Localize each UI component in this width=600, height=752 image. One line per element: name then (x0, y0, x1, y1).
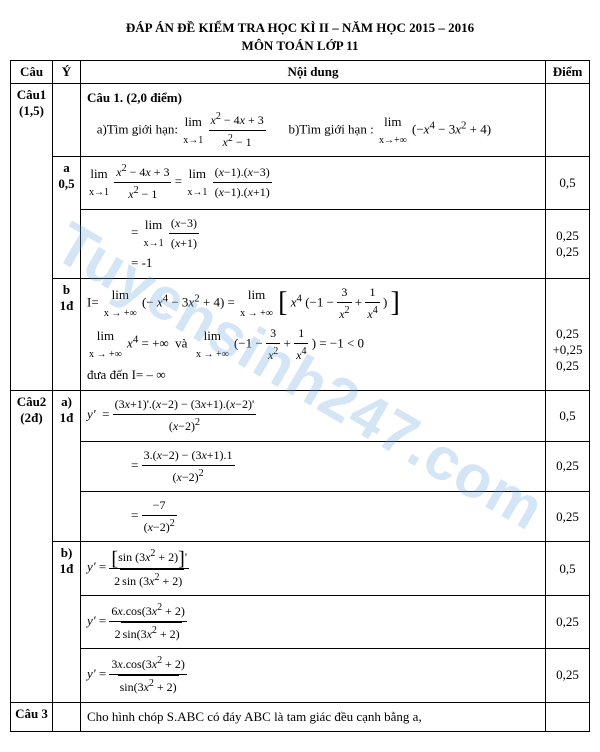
cau2-b-score2: 0,25 (546, 595, 590, 648)
cau1-a-label: a (63, 160, 70, 175)
cau2-a-label-cell: a) 1đ (53, 391, 81, 542)
cau2-a-score2: 0,25 (546, 441, 590, 491)
cau1-a-row2: = limx→1 (x−3)(x+1) = -1 0,25 0,25 (11, 209, 590, 278)
cau2-b-step3: y' = 3x.cos(3x2 + 2) sin(3x2 + 2) (81, 649, 546, 702)
cau1-heading: Câu 1. (2,0 điểm) (87, 90, 182, 105)
cau2-b-step2: y' = 6x.cos(3x2 + 2) 2sin(3x2 + 2) (81, 595, 546, 648)
cau1-a-label-cell: a 0,5 (53, 157, 81, 279)
cau2-a-score3: 0,25 (546, 492, 590, 542)
cau2-b-pts: 1đ (60, 561, 74, 576)
cau1-y-empty (53, 84, 81, 157)
cau1-label: Câu1 (17, 87, 47, 102)
cau1-a-score2: 0,25 0,25 (546, 209, 590, 278)
col-y: Ý (53, 61, 81, 84)
cau1-b-label-cell: b 1đ (53, 278, 81, 391)
cau1-parta: a)Tìm giới hạn: (97, 121, 178, 136)
cau2-b-row2: y' = 6x.cos(3x2 + 2) 2sin(3x2 + 2) 0,25 (11, 595, 590, 648)
doc-title: ĐÁP ÁN ĐỀ KIỂM TRA HỌC KÌ II – NĂM HỌC 2… (10, 20, 590, 36)
cau2-b-step1: y' = [sin (3x2 + 2)]' 2sin (3x2 + 2) (81, 542, 546, 595)
cau2-b-row1: b) 1đ y' = [sin (3x2 + 2)]' 2sin (3x2 + … (11, 542, 590, 595)
cau2-a-label: a) (61, 394, 72, 409)
cau1-b-label: b (63, 282, 70, 297)
col-cau: Câu (11, 61, 53, 84)
cau1-b-row: b 1đ I= limx → +∞ (− x4 − 3x2 + 4) = lim… (11, 278, 590, 391)
cau1-a-score1: 0,5 (546, 157, 590, 209)
cau1-a-step1: limx→1 x2 − 4x + 3x2 − 1 = limx→1 (x−1).… (81, 157, 546, 209)
cau1-heading-row: Câu1 (1,5) Câu 1. (2,0 điểm) a)Tìm giới … (11, 84, 590, 157)
cau1-pts: (1,5) (19, 103, 44, 118)
cau3-row: Câu 3 Cho hình chóp S.ABC có đáy ABC là … (11, 702, 590, 732)
cau2-b-label-cell: b) 1đ (53, 542, 81, 702)
cau2-a-row3: = −7(x−2)2 0,25 (11, 492, 590, 542)
col-diem: Điểm (546, 61, 590, 84)
cau1-partb: b)Tìm giới hạn : (288, 121, 373, 136)
cau2-b-score1: 0,5 (546, 542, 590, 595)
cau2-label-cell: Câu2 (2đ) (11, 391, 53, 702)
cau1-score-empty (546, 84, 590, 157)
cau3-text: Cho hình chóp S.ABC có đáy ABC là tam gi… (81, 702, 546, 732)
cau2-label: Câu2 (17, 394, 47, 409)
cau2-a-row2: = 3.(x−2) − (3x+1).1(x−2)2 0,25 (11, 441, 590, 491)
cau1-a-row1: a 0,5 limx→1 x2 − 4x + 3x2 − 1 = limx→1 … (11, 157, 590, 209)
doc-subtitle: MÔN TOÁN LỚP 11 (10, 38, 590, 54)
cau2-pts: (2đ) (20, 410, 42, 425)
cau1-a-step2: = limx→1 (x−3)(x+1) = -1 (81, 209, 546, 278)
cau2-b-label: b) (61, 545, 73, 560)
cau3-y-empty (53, 702, 81, 732)
cau1-a-pts: 0,5 (58, 176, 74, 191)
answer-table: Câu Ý Nội dung Điểm Câu1 (1,5) Câu 1. (2… (10, 60, 590, 732)
col-noidung: Nội dung (81, 61, 546, 84)
cau3-score-empty (546, 702, 590, 732)
cau1-question: Câu 1. (2,0 điểm) a)Tìm giới hạn: limx→1… (81, 84, 546, 157)
header-row: Câu Ý Nội dung Điểm (11, 61, 590, 84)
cau1-b-content: I= limx → +∞ (− x4 − 3x2 + 4) = limx → +… (81, 278, 546, 391)
cau3-label: Câu 3 (11, 702, 53, 732)
cau1-label-cell: Câu1 (1,5) (11, 84, 53, 391)
cau2-a-row1: Câu2 (2đ) a) 1đ y' = (3x+1)'.(x−2) − (3x… (11, 391, 590, 441)
cau1-b-pts: 1đ (60, 298, 74, 313)
cau2-a-step1: y' = (3x+1)'.(x−2) − (3x+1).(x−2)'(x−2)2 (81, 391, 546, 441)
cau2-a-score1: 0,5 (546, 391, 590, 441)
cau1-b-score: 0,25 +0,25 0,25 (546, 278, 590, 391)
cau2-a-step2: = 3.(x−2) − (3x+1).1(x−2)2 (81, 441, 546, 491)
cau1-b-conclude: đưa đến I= – ∞ (87, 367, 166, 382)
cau2-b-row3: y' = 3x.cos(3x2 + 2) sin(3x2 + 2) 0,25 (11, 649, 590, 702)
cau2-b-score3: 0,25 (546, 649, 590, 702)
cau2-a-pts: 1đ (60, 410, 74, 425)
cau2-a-step3: = −7(x−2)2 (81, 492, 546, 542)
